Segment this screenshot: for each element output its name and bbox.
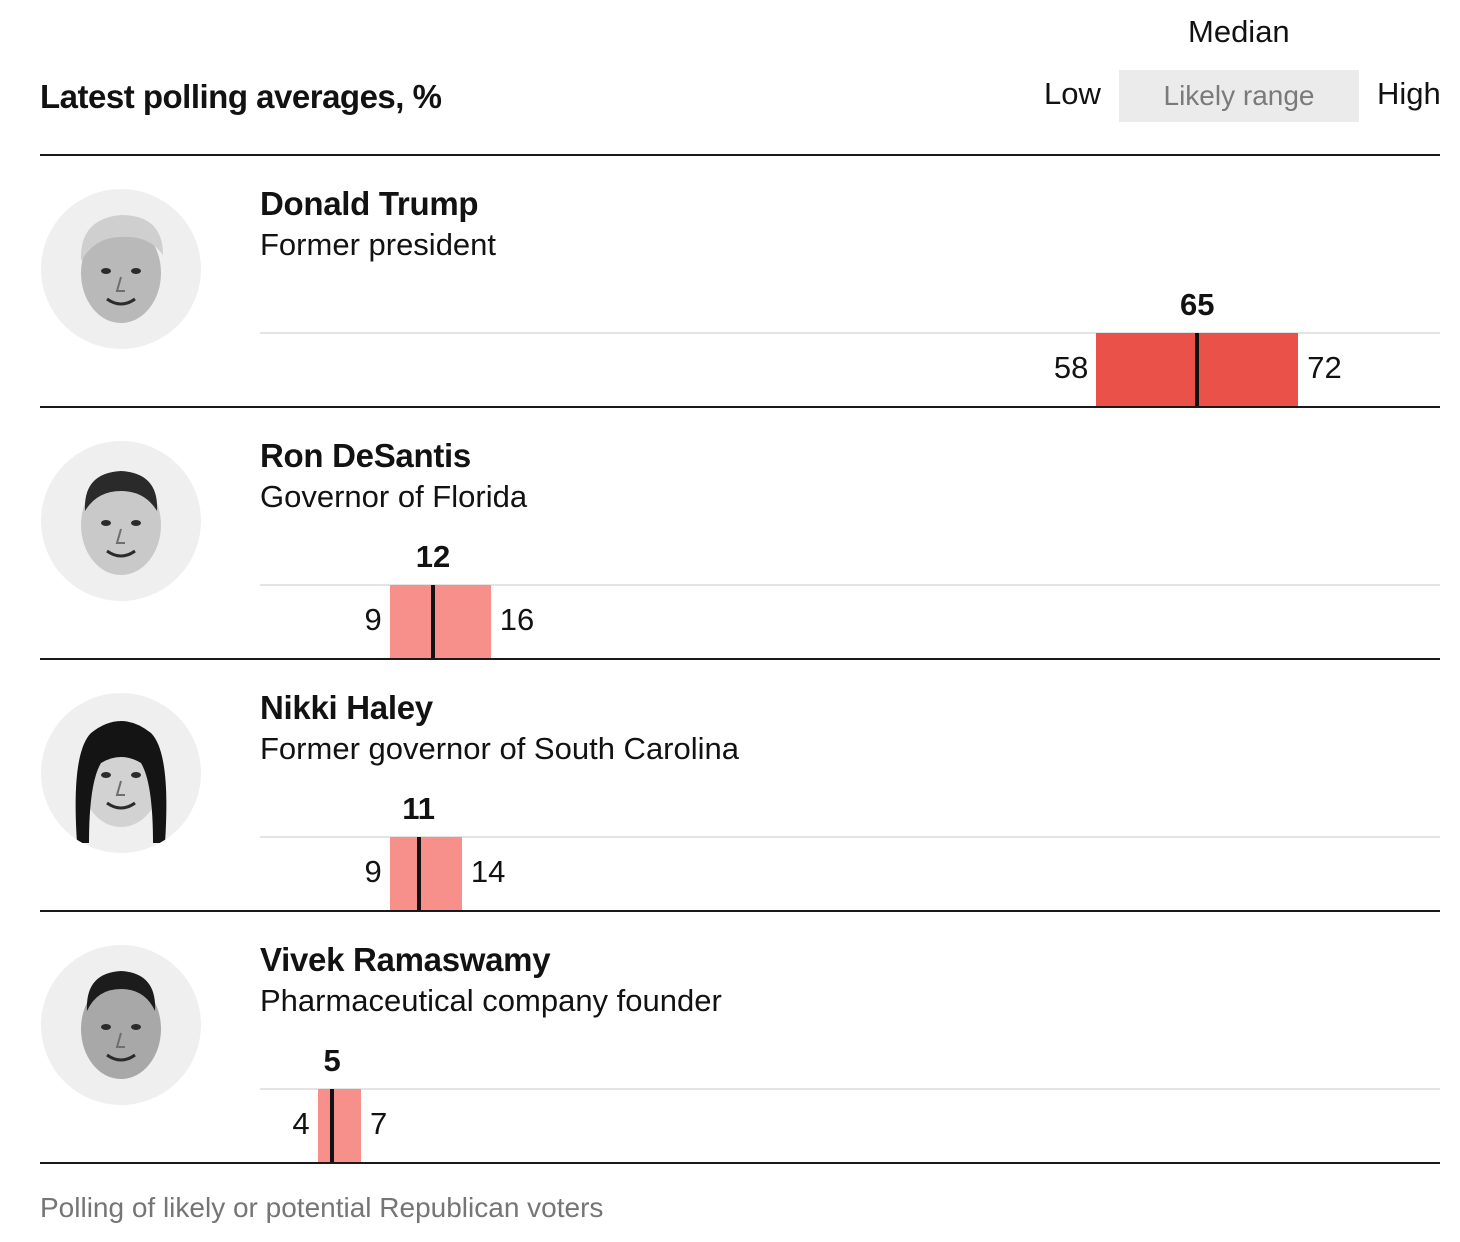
high-value-label: 7 [369, 1106, 388, 1141]
likely-range-bar [389, 585, 491, 658]
median-value-label: 12 [415, 539, 451, 574]
legend-high-label: High [1377, 76, 1441, 111]
median-value-label: 65 [1180, 287, 1215, 322]
row-divider [40, 1162, 1440, 1164]
candidate-row: Ron DeSantis Governor of Florida 12 9 16 [0, 407, 1460, 660]
row-divider [40, 658, 1440, 660]
candidate-name: Nikki Haley [260, 689, 433, 726]
donald-trump-portrait-icon [41, 189, 201, 349]
candidate-name: Vivek Ramaswamy [260, 941, 551, 978]
likely-range-bar [389, 837, 462, 910]
candidate-row: Donald Trump Former president 65 58 72 [0, 155, 1460, 408]
header-rule [40, 154, 1440, 156]
row-baseline [260, 1088, 1440, 1090]
row-baseline [260, 836, 1440, 838]
legend-low-label: Low [1044, 76, 1101, 111]
high-value-label: 16 [499, 602, 535, 637]
vivek-ramaswamy-portrait-icon [41, 945, 201, 1105]
likely-range-bar [317, 1089, 361, 1162]
median-marker [416, 837, 421, 910]
chart-title: Latest polling averages, % [40, 78, 442, 115]
median-value-label: 5 [323, 1043, 341, 1078]
row-baseline [260, 584, 1440, 586]
candidate-name: Donald Trump [260, 185, 479, 222]
legend-median-label: Median [1188, 14, 1290, 49]
high-value-label: 14 [470, 854, 506, 889]
median-marker [330, 1089, 335, 1162]
low-value-label: 9 [364, 602, 382, 637]
median-marker [1195, 333, 1200, 406]
median-marker [431, 585, 436, 658]
candidate-role: Governor of Florida [260, 479, 528, 514]
row-divider [40, 910, 1440, 912]
legend-likely-range-label: Likely range [1119, 70, 1359, 122]
row-baseline [260, 332, 1440, 334]
low-value-label: 4 [292, 1106, 310, 1141]
nikki-haley-portrait-icon [41, 693, 201, 853]
candidate-role: Former governor of South Carolina [260, 731, 740, 766]
footnote: Polling of likely or potential Republica… [40, 1192, 604, 1223]
candidate-row: Nikki Haley Former governor of South Caro… [0, 659, 1460, 912]
candidate-name: Ron DeSantis [260, 437, 471, 474]
low-value-label: 9 [364, 854, 382, 889]
candidate-role: Pharmaceutical company founder [260, 983, 722, 1018]
low-value-label: 58 [1053, 350, 1089, 385]
ron-desantis-portrait-icon [41, 441, 201, 601]
median-value-label: 11 [402, 791, 435, 826]
row-divider [40, 406, 1440, 408]
candidate-row: Vivek Ramaswamy Pharmaceutical company fo… [0, 911, 1460, 1164]
candidate-role: Former president [260, 227, 497, 262]
high-value-label: 72 [1307, 350, 1342, 385]
